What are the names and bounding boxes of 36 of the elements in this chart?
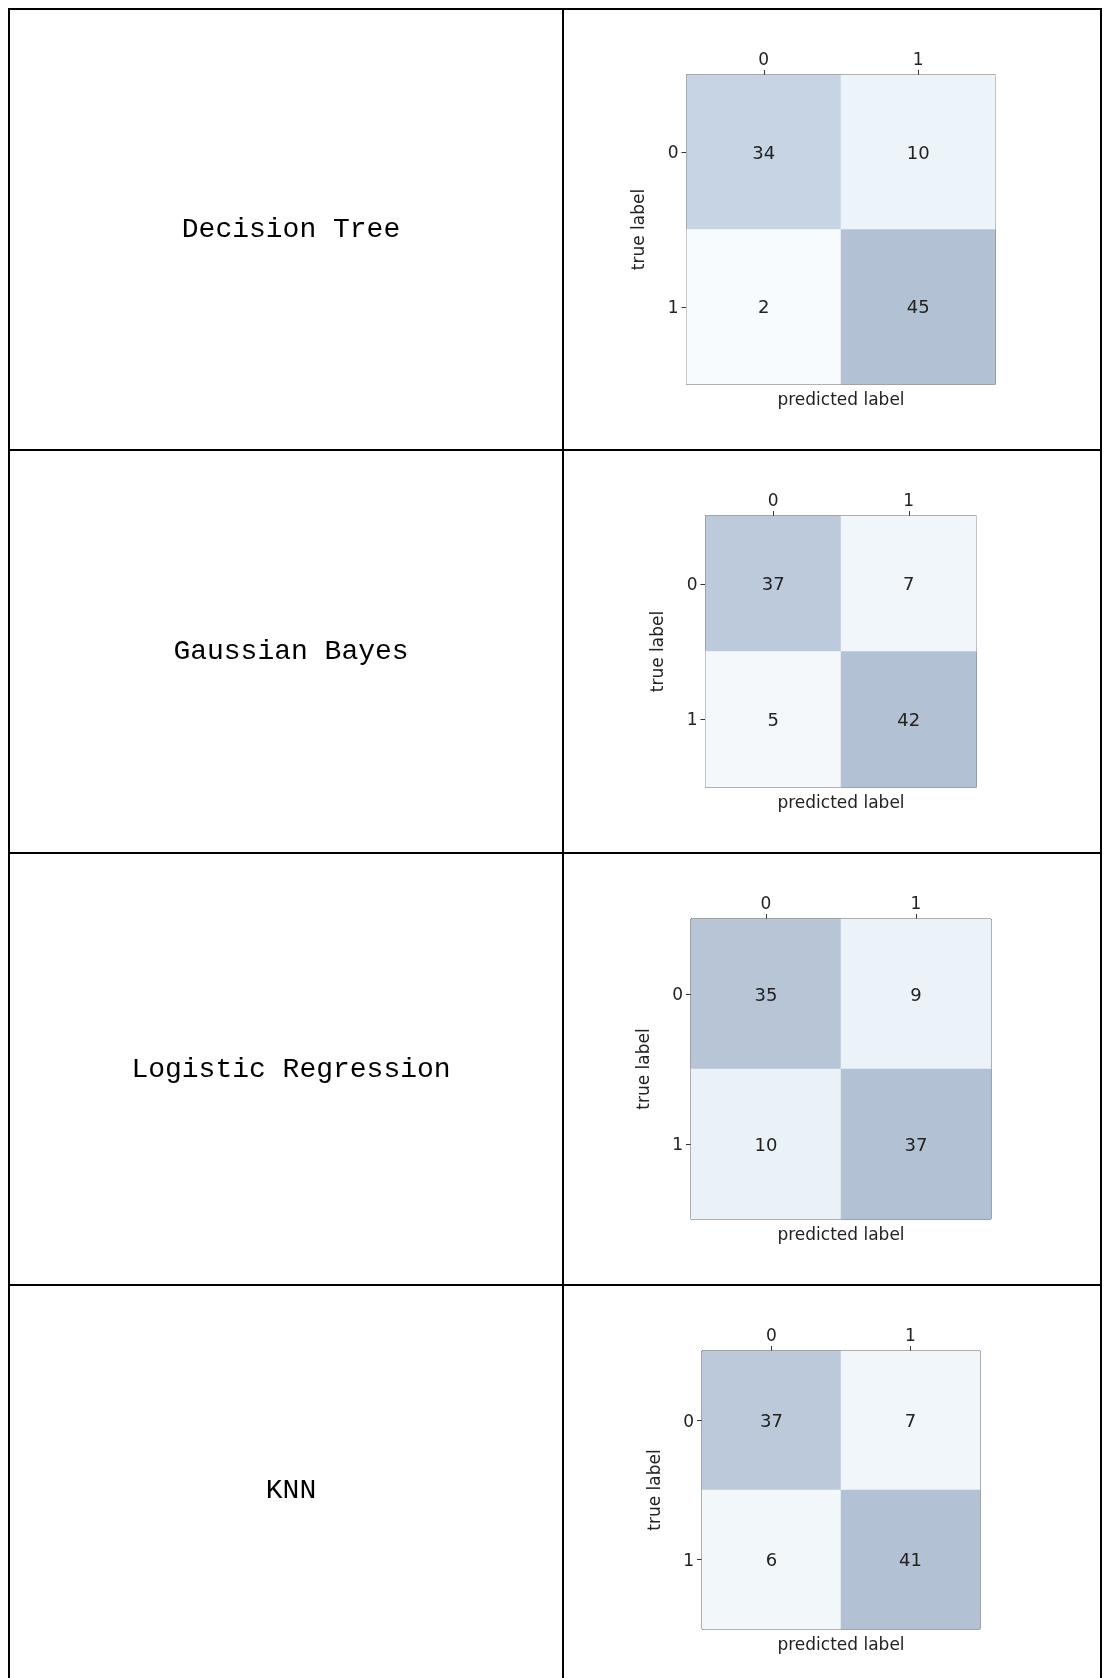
- y-tick-label: 1: [672, 1134, 683, 1154]
- data-label: 42: [897, 708, 921, 730]
- x-axis-title: predicted label: [777, 388, 905, 409]
- data-label: 34: [752, 141, 776, 163]
- text: Gaussian Bayes: [173, 636, 409, 667]
- y-axis-title: true label: [647, 610, 667, 693]
- text: KNN: [265, 1474, 317, 1506]
- data-label: 6: [765, 1549, 778, 1570]
- text: Decision Tree: [181, 214, 401, 245]
- data-label: 10: [906, 141, 930, 163]
- data-label: 7: [904, 1410, 917, 1431]
- y-tick-label: 0: [686, 573, 698, 594]
- y-axis-title: true label: [628, 188, 648, 271]
- x-axis-title: predicted label: [777, 1223, 905, 1244]
- data-label: 9: [910, 983, 922, 1005]
- x-axis-title: predicted label: [777, 1633, 905, 1654]
- y-axis-title: true label: [643, 1449, 664, 1531]
- text: Logistic Regression: [131, 1053, 451, 1085]
- data-label: 35: [754, 983, 778, 1005]
- data-label: 37: [761, 573, 785, 595]
- y-tick-label: 0: [667, 142, 679, 163]
- data-label: 37: [904, 1133, 928, 1155]
- data-label: 37: [760, 1410, 783, 1431]
- data-label: 5: [767, 708, 779, 730]
- data-label: 45: [906, 296, 930, 318]
- data-label: 2: [758, 296, 770, 318]
- data-label: 10: [754, 1133, 778, 1155]
- y-tick-label: 0: [672, 984, 683, 1004]
- x-axis-title: predicted label: [777, 791, 905, 812]
- data-label: 41: [899, 1549, 922, 1570]
- y-tick-label: 1: [683, 1549, 694, 1570]
- y-tick-label: 1: [686, 709, 698, 730]
- y-tick-label: 0: [683, 1410, 694, 1431]
- y-tick-label: 1: [667, 296, 679, 317]
- data-label: 7: [903, 573, 915, 595]
- y-axis-title: true label: [632, 1028, 653, 1110]
